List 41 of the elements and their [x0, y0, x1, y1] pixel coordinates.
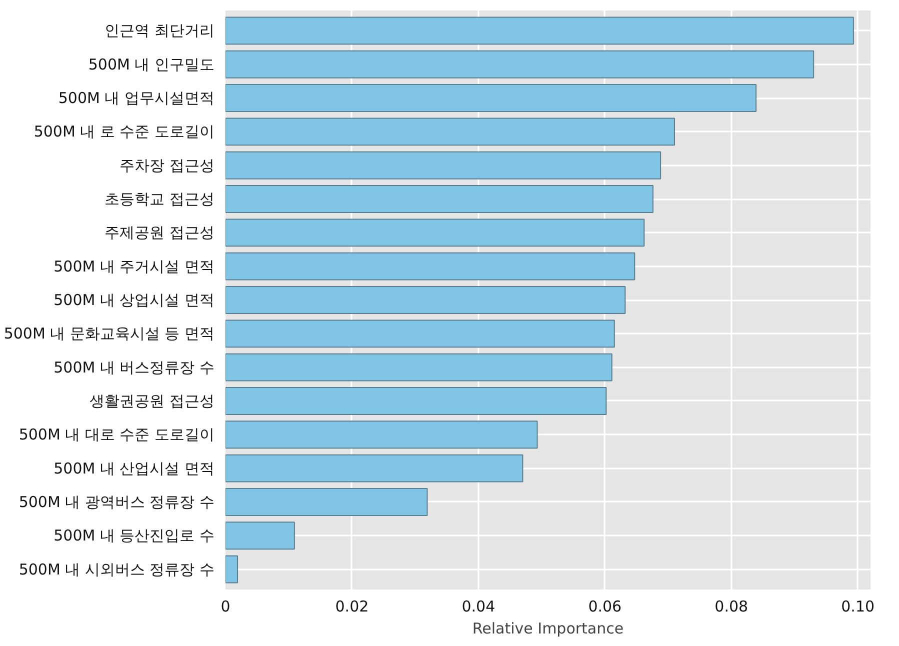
y-tick-label: 주차장 접근성	[120, 156, 215, 174]
y-tick-label: 500M 내 문화교육시설 등 면적	[4, 324, 215, 343]
x-tick-label: 0.08	[714, 598, 748, 616]
bar	[226, 151, 662, 180]
y-tick-label: 주제공원 접근성	[104, 224, 215, 242]
y-tick-label: 500M 내 주거시설 면적	[54, 257, 215, 276]
bar	[226, 50, 814, 78]
y-tick-label: 500M 내 광역버스 정류장 수	[18, 492, 215, 511]
x-tick-label: 0.02	[335, 598, 369, 616]
bar	[226, 555, 238, 584]
y-tick-label: 500M 내 버스정류장 수	[54, 358, 215, 376]
bar	[226, 185, 654, 213]
bar	[226, 16, 854, 45]
x-tick-label: 0.06	[588, 598, 622, 616]
x-tick-label: 0.10	[841, 598, 875, 616]
y-tick-label: 500M 내 상업시설 면적	[54, 291, 215, 309]
bar	[226, 286, 626, 314]
bar	[226, 488, 428, 516]
y-tick-label: 500M 내 시외버스 정류장 수	[18, 560, 215, 578]
x-tick-label: 0	[220, 598, 230, 616]
y-tick-label: 인근역 최단거리	[104, 22, 215, 40]
y-tick-label: 500M 내 대로 수준 도로길이	[18, 426, 215, 444]
bar	[226, 522, 295, 550]
bar	[226, 118, 675, 146]
bar	[226, 320, 615, 348]
y-tick-label: 생활권공원 접근성	[90, 392, 215, 410]
y-tick-label: 500M 내 로 수준 도로길이	[34, 122, 215, 141]
y-tick-label: 500M 내 업무시설면적	[58, 89, 214, 108]
y-tick-label: 500M 내 산업시설 면적	[54, 459, 215, 478]
y-tick-label: 500M 내 인구밀도	[88, 55, 214, 74]
x-tick-label: 0.04	[462, 598, 496, 616]
bar	[226, 218, 645, 247]
bar	[226, 454, 524, 482]
bar	[226, 252, 636, 280]
bar	[226, 353, 612, 382]
bar	[226, 84, 757, 112]
bar	[226, 387, 607, 415]
bar	[226, 420, 538, 449]
x-axis-title: Relative Importance	[472, 620, 624, 638]
y-tick-label: 500M 내 등산진입로 수	[54, 526, 215, 545]
y-tick-label: 초등학교 접근성	[104, 190, 215, 208]
